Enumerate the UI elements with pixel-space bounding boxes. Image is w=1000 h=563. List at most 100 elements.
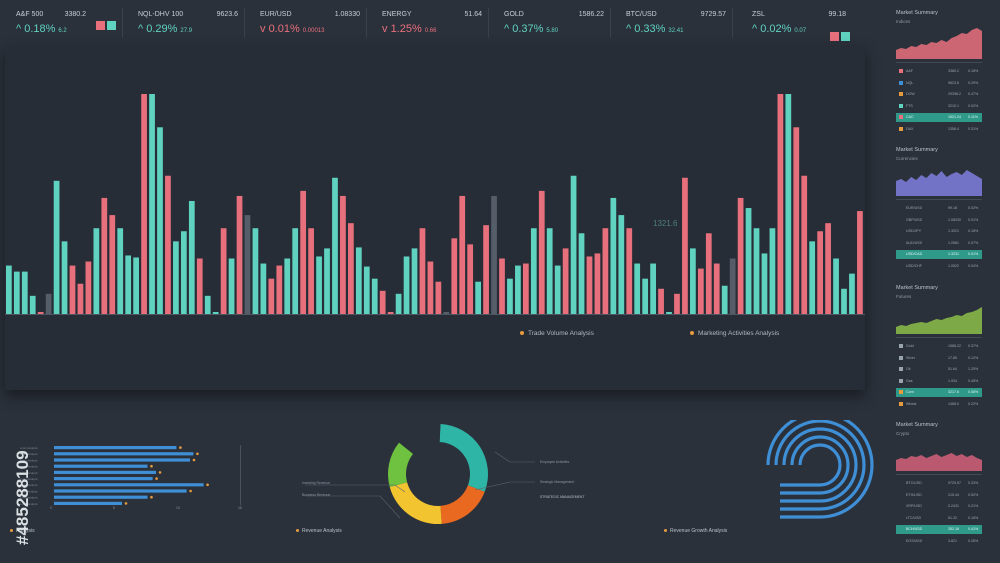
ticker-item[interactable]: GOLD 1586.22 ^ 0.37% 5.80: [498, 8, 611, 38]
volume-bar: [77, 283, 84, 314]
market-cell: BCH/USD: [906, 527, 923, 531]
volume-bar: [188, 200, 195, 314]
volume-bar: [13, 271, 20, 314]
market-row[interactable]: NQL 9623.6 0.29%: [896, 79, 982, 88]
market-summary-subtitle: Futures: [896, 294, 912, 299]
ticker-change: ^ 0.02% 0.07: [752, 23, 807, 35]
volume-bar: [857, 211, 863, 314]
market-row[interactable]: Wheat 1468.0 0.22%: [896, 400, 982, 409]
market-row[interactable]: AUD/USD 1.0581 0.07%: [896, 239, 982, 248]
hbar-marker: [155, 477, 158, 480]
volume-bar: [626, 228, 633, 314]
market-cell: 0.18%: [968, 515, 979, 520]
market-cell: 3217.6: [948, 390, 959, 394]
hbar-marker: [124, 502, 128, 505]
hbar-label: Lorem Analysis: [20, 471, 38, 475]
ticker-change: v 0.01% 0.00013: [260, 23, 325, 35]
market-row[interactable]: USD/CAD 1.3231 0.01%: [896, 250, 982, 259]
market-area-chart: [896, 28, 982, 59]
panel-divider: [896, 62, 982, 63]
volume-bar: [634, 263, 641, 314]
volume-bar: [666, 312, 672, 314]
market-row[interactable]: Gas 1.934 0.45%: [896, 377, 982, 386]
market-row[interactable]: Corn 3217.6 0.08%: [896, 388, 982, 397]
market-row[interactable]: USD/CHF 1.0522 0.04%: [896, 262, 982, 271]
ticker-price: 99.18: [828, 11, 846, 18]
market-cell: 1468.0: [948, 401, 959, 406]
ticker-item[interactable]: ZSL 99.18 ^ 0.02% 0.07: [746, 8, 858, 41]
ticker-name: ZSL: [752, 11, 765, 18]
market-row[interactable]: A&F 3380.2 0.18%: [896, 67, 982, 76]
volume-bar: [554, 265, 561, 314]
market-cell: Wheat: [906, 401, 917, 406]
market-row[interactable]: ETH/USD 215.44 0.52%: [896, 491, 982, 500]
market-row[interactable]: USD/JPY 1.3021 0.18%: [896, 227, 982, 236]
volume-bar: [85, 261, 92, 314]
market-cell: 1358.4: [948, 126, 959, 131]
ticker-price: 1586.22: [578, 11, 604, 18]
market-row[interactable]: DAX 1358.4 0.31%: [896, 125, 982, 134]
volume-bar: [212, 312, 219, 314]
panel-divider: [896, 199, 982, 200]
volume-bar: [761, 253, 768, 314]
volume-bar: [411, 248, 418, 314]
market-row[interactable]: XRP/USD 0.2431 0.21%: [896, 502, 982, 511]
market-cell: EUR/USD: [906, 206, 923, 210]
market-row[interactable]: GBP/USD 1.08330 0.01%: [896, 216, 982, 225]
market-cell: 1521.24: [948, 115, 961, 119]
market-row[interactable]: Silver 17.85 0.12%: [896, 354, 982, 363]
market-row[interactable]: BTC/USD 9729.57 0.33%: [896, 479, 982, 488]
volume-bar: [348, 223, 354, 314]
market-cell: 0.01%: [968, 252, 979, 256]
market-summary-title: Market Summary: [896, 422, 938, 428]
ticker-name: GOLD: [504, 11, 524, 18]
caption-growth: Revenue Growth Analysis: [664, 528, 727, 534]
volume-bar: [149, 94, 155, 314]
label-business-revenue: Business Revenue: [302, 493, 331, 497]
volume-bar: [602, 228, 609, 314]
hbar-bar: [54, 489, 187, 493]
legend-marketing[interactable]: Marketing Activities Analysis: [690, 330, 779, 337]
market-row[interactable]: FTS 3210.1 0.02%: [896, 102, 982, 111]
market-area: [896, 28, 982, 59]
donut-slice: [440, 485, 485, 524]
market-cell: 3.821: [948, 538, 957, 543]
growth-arc: [780, 427, 858, 503]
ticker-swatch: [830, 32, 839, 41]
hbar-label: Lorem Analysis: [20, 477, 38, 481]
market-cell: 0.37%: [968, 344, 979, 348]
market-area-chart: [896, 453, 982, 471]
market-row[interactable]: CAC 1521.24 0.11%: [896, 113, 982, 122]
volume-bar: [109, 215, 116, 314]
volume-bar: [379, 290, 386, 314]
market-swatch: [899, 401, 903, 406]
growth-arc-chart: [766, 420, 874, 519]
market-cell: 0.45%: [968, 378, 979, 383]
ticker-item[interactable]: NQL-DHV 100 9623.6 ^ 0.29% 27.9: [132, 8, 245, 38]
market-row[interactable]: Gold 1586.22 0.37%: [896, 342, 982, 351]
market-row[interactable]: Oil 51.64 1.25%: [896, 365, 982, 374]
market-row[interactable]: EOS/USD 3.821 0.26%: [896, 537, 982, 546]
market-row[interactable]: DOW 29398.2 0.47%: [896, 90, 982, 99]
label-employee-activities: Employee Activities: [540, 460, 570, 464]
market-row[interactable]: EUR/USD 99.18 0.02%: [896, 204, 982, 213]
volume-bar: [93, 228, 100, 314]
volume-bar: [817, 231, 824, 314]
hbar-label: Lorem Analysis: [20, 465, 38, 469]
caption-analysis: Analysis: [10, 528, 35, 534]
ticker-item[interactable]: ENERGY 51.64 v 1.25% 0.66: [376, 8, 489, 38]
ticker-item[interactable]: EUR/USD 1.08330 v 0.01% 0.00013: [254, 8, 367, 38]
market-row[interactable]: BCH/USD 352.18 0.41%: [896, 525, 982, 534]
market-cell: 0.21%: [968, 504, 979, 508]
legend-trade-volume[interactable]: Trade Volume Analysis: [520, 330, 594, 337]
ticker-name: BTC/USD: [626, 11, 657, 18]
market-cell: 1.0522: [948, 263, 959, 268]
ticker-item[interactable]: A&F 500 3380.2 ^ 0.18% 6.2: [10, 8, 123, 38]
market-cell: 0.26%: [968, 538, 979, 543]
ticker-price: 1.08330: [334, 11, 360, 18]
volume-bar: [332, 177, 338, 314]
volume-bar: [705, 233, 712, 314]
ticker-item[interactable]: BTC/USD 9729.57 ^ 0.33% 32.41: [620, 8, 733, 38]
market-row[interactable]: LTC/USD 61.32 0.18%: [896, 514, 982, 523]
ticker-name: ENERGY: [382, 11, 412, 18]
